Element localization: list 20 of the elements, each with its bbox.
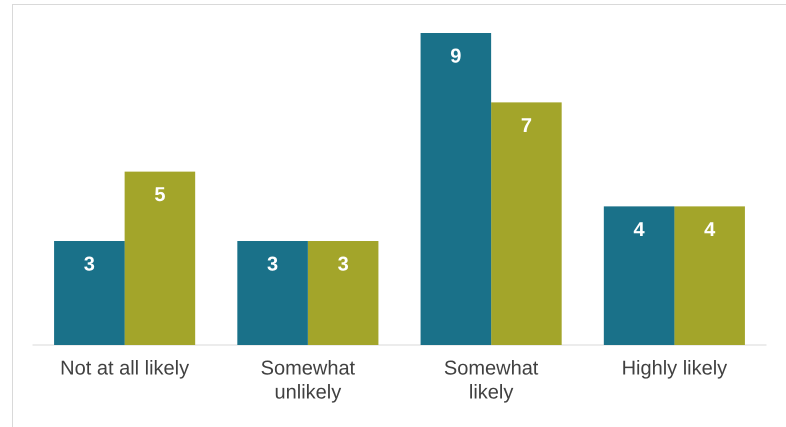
x-tick-label: Somewhat unlikely <box>260 358 356 404</box>
x-tick-label: Highly likely <box>622 358 728 380</box>
bar <box>420 33 492 345</box>
bar <box>491 102 562 345</box>
data-label: 7 <box>520 114 532 137</box>
x-tick-label: Somewhat likely <box>444 358 539 404</box>
x-tick-label: Not at all likely <box>60 358 190 380</box>
data-label: 4 <box>634 218 646 241</box>
bar <box>308 241 378 345</box>
bar <box>124 172 196 345</box>
data-label: 3 <box>84 254 95 276</box>
bar <box>54 241 125 345</box>
data-label: 5 <box>154 184 166 206</box>
bar <box>604 206 674 345</box>
data-label: 3 <box>267 254 278 276</box>
bar <box>237 241 308 345</box>
data-label: 9 <box>450 46 462 68</box>
data-label: 4 <box>704 218 716 241</box>
data-label: 3 <box>338 254 349 276</box>
bar <box>674 206 745 345</box>
